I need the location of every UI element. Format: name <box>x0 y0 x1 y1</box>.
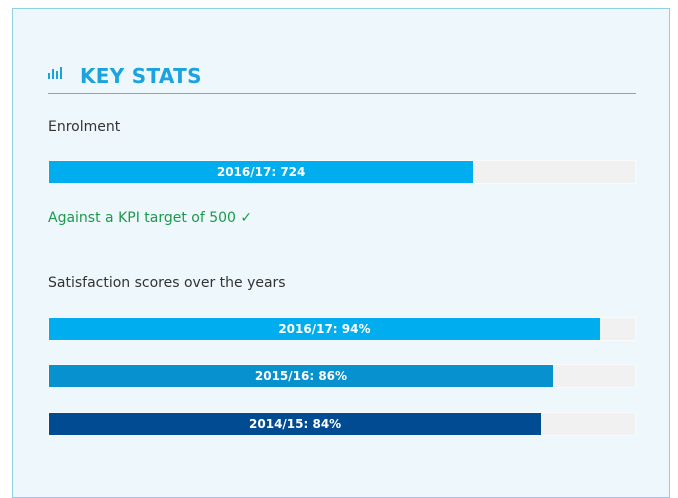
stats-icon <box>48 67 62 79</box>
kpi-note: Against a KPI target of 500 ✓ <box>48 210 253 226</box>
section-heading: Satisfaction scores over the years <box>48 275 286 291</box>
bar: 2016/17: 94% <box>49 318 600 340</box>
bar: 2015/16: 86% <box>49 365 553 387</box>
bar-track: 2016/17: 724 <box>48 160 636 184</box>
key-stats-panel: KEY STATS Enrolment Against a KPI target… <box>12 8 670 498</box>
bar-track: 2016/17: 94% <box>48 317 636 341</box>
panel-title: KEY STATS <box>80 64 202 88</box>
bar: 2016/17: 724 <box>49 161 474 183</box>
page: KEY STATS Enrolment Against a KPI target… <box>12 8 670 498</box>
bar-track: 2015/16: 86% <box>48 364 636 388</box>
divider <box>48 93 636 94</box>
bar: 2014/15: 84% <box>49 413 542 435</box>
section-heading: Enrolment <box>48 119 121 135</box>
bar-track: 2014/15: 84% <box>48 412 636 436</box>
